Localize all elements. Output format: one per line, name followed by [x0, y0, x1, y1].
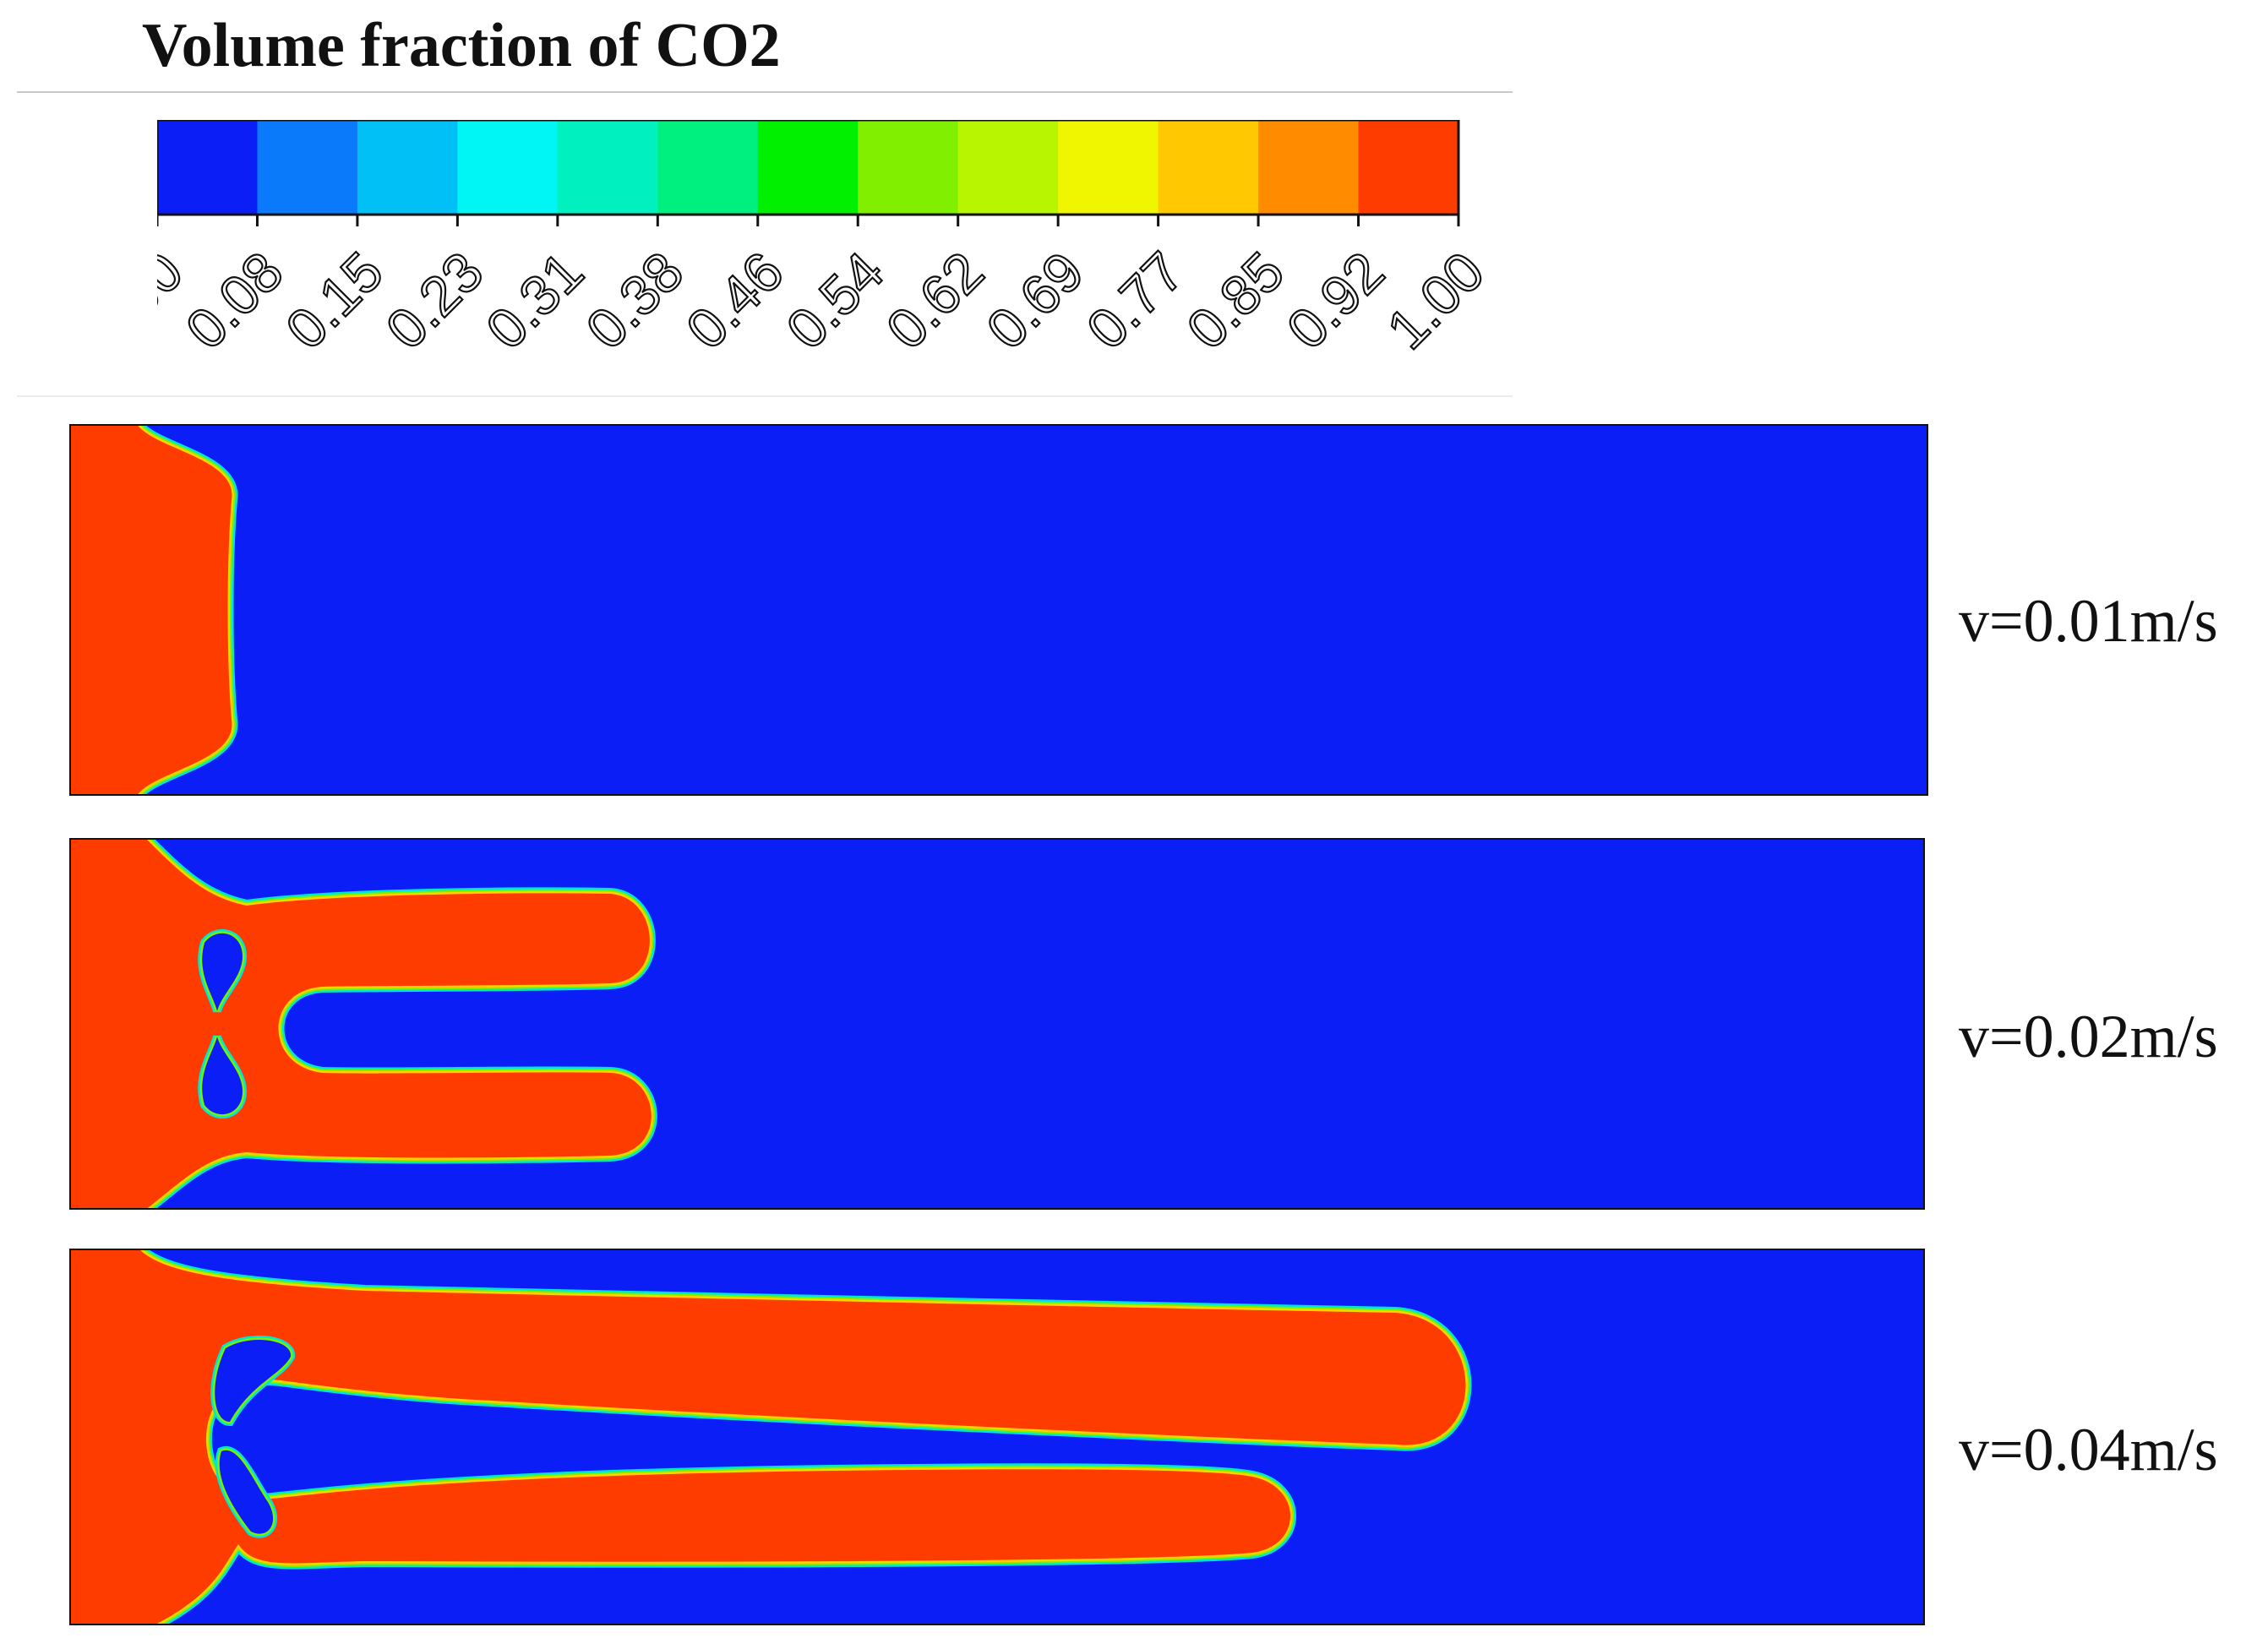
legend-title: Volume fraction of CO2 — [142, 11, 781, 80]
colorbar-swatch — [1158, 120, 1259, 215]
colorbar-tick-label: 1.00 — [1375, 240, 1492, 361]
colorbar-swatch — [157, 120, 259, 215]
colorbar-swatch — [1358, 120, 1459, 215]
colorbar-swatch — [357, 120, 458, 215]
colorbar-swatch — [957, 120, 1059, 215]
colorbar-tick-label: 0.62 — [875, 240, 995, 361]
colorbar-swatch — [457, 120, 559, 215]
colorbar-tick-label: 0.46 — [674, 240, 795, 361]
velocity-label-3: v=0.04m/s — [1959, 1416, 2218, 1483]
colorbar-ticks: 0.000.080.150.230.310.380.460.540.620.69… — [157, 215, 1492, 362]
co2-plug — [69, 424, 238, 796]
liquid-pocket — [202, 1037, 243, 1115]
colorbar-tick-label: 0.15 — [274, 240, 395, 361]
panel-v004 — [69, 1249, 1925, 1625]
co2-region — [69, 424, 232, 796]
colorbar-swatch — [557, 120, 658, 215]
velocity-label-2: v=0.02m/s — [1959, 1003, 2218, 1070]
title-divider — [17, 91, 1513, 93]
co2-region — [69, 1249, 1466, 1625]
colorbar-tick-label: 0.85 — [1175, 240, 1295, 361]
colorbar-tick-label: 0.31 — [474, 240, 595, 361]
legend-divider — [17, 395, 1513, 397]
colorbar-tick-label: 0.23 — [373, 240, 494, 361]
co2-fingers — [69, 1249, 1472, 1625]
liquid-pocket — [215, 1339, 292, 1422]
panel-v002 — [69, 838, 1925, 1210]
colorbar-swatch — [1258, 120, 1360, 215]
colorbar-swatch — [757, 120, 859, 215]
velocity-label-1: v=0.01m/s — [1959, 587, 2218, 655]
colorbar: 0.000.080.150.230.310.380.460.540.620.69… — [157, 120, 1492, 362]
colorbar-tick-label: 0.77 — [1075, 240, 1196, 361]
colorbar-tick-label: 0.54 — [774, 240, 895, 361]
colorbar-frame — [157, 120, 1460, 216]
liquid-pocket — [202, 933, 243, 1011]
colorbar-swatch — [657, 120, 759, 215]
colorbar-swatches — [157, 120, 1459, 215]
colorbar-swatch — [257, 120, 358, 215]
liquid-pockets — [198, 928, 248, 1119]
liquid-pockets — [210, 1336, 295, 1538]
colorbar-swatch — [858, 120, 959, 215]
colorbar-tick-label: 0.38 — [574, 240, 695, 361]
panel-v001 — [69, 424, 1928, 796]
colorbar-tick-label: 0.69 — [974, 240, 1095, 361]
liquid-pocket — [219, 1450, 274, 1534]
colorbar-tick-label: 0.92 — [1275, 240, 1396, 361]
colorbar-swatch — [1058, 120, 1159, 215]
liquid-phase — [69, 424, 1928, 796]
colorbar-tick-label: 0.08 — [174, 240, 295, 361]
